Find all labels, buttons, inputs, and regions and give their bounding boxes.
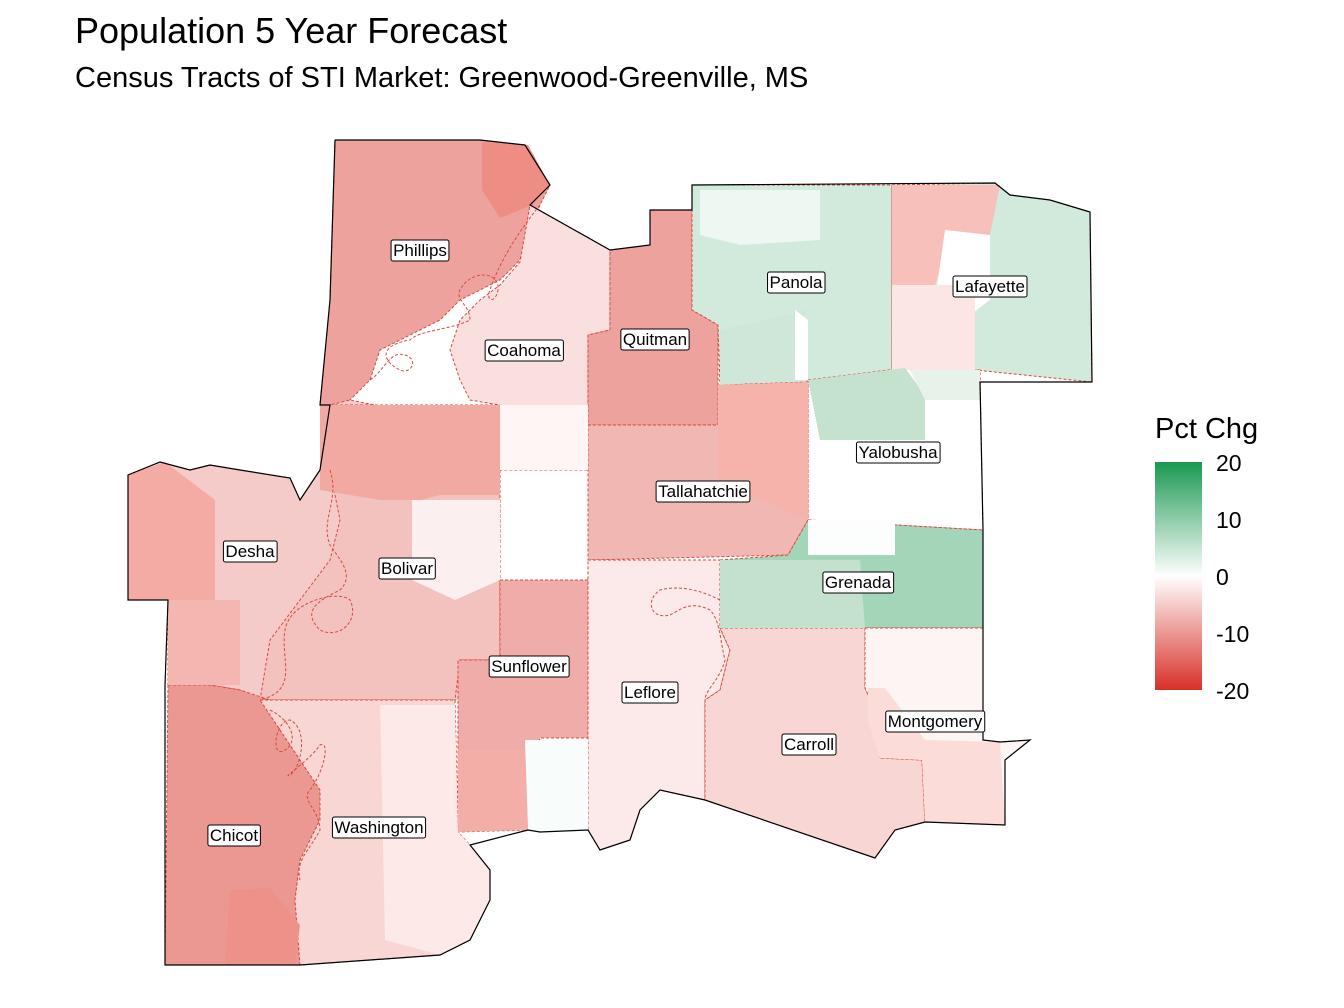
tract-desha-west	[128, 462, 215, 600]
region-coahoma	[449, 204, 611, 471]
county-label-text: Panola	[770, 273, 823, 292]
county-label-washington: Washington	[331, 816, 427, 839]
tract-lafayette-south	[892, 285, 975, 370]
county-label-text: Quitman	[623, 330, 687, 349]
tract-yalobusha-northeast	[910, 370, 980, 400]
county-label-text: Desha	[225, 542, 275, 561]
tract-grenada-center	[808, 520, 895, 555]
county-label-text: Phillips	[393, 241, 447, 260]
county-label-text: Tallahatchie	[658, 482, 748, 501]
river-meander-chicot	[269, 709, 326, 881]
tract-sunflower-south	[458, 750, 528, 832]
tract-sunflower-east	[525, 740, 588, 830]
county-label-text: Yalobusha	[858, 443, 938, 462]
map-title: Population 5 Year Forecast	[75, 10, 508, 51]
tract-coahoma-south	[500, 405, 588, 470]
county-label-text: Lafayette	[955, 277, 1025, 296]
county-label-text: Sunflower	[491, 657, 567, 676]
tract-yalobusha-north	[808, 368, 925, 440]
county-label-tallahatchie: Tallahatchie	[655, 480, 751, 503]
river-meander-leflore	[650, 587, 726, 701]
county-label-quitman: Quitman	[620, 328, 690, 351]
tract-panola-north	[700, 190, 820, 245]
county-label-carroll: Carroll	[781, 733, 837, 756]
county-label-phillips: Phillips	[390, 239, 450, 262]
county-label-text: Grenada	[825, 573, 892, 592]
county-label-sunflower: Sunflower	[488, 655, 570, 678]
tract-bolivar-north	[320, 405, 500, 500]
tract-desha-southwest	[168, 600, 240, 685]
tract-phillips-north	[482, 142, 550, 218]
county-label-text: Bolivar	[381, 559, 433, 578]
legend-tick-label: 20	[1216, 450, 1242, 476]
outline-north-arkansas	[127, 139, 1093, 966]
county-label-text: Chicot	[210, 826, 258, 845]
river-meanders	[259, 204, 726, 881]
county-labels: Phillips Coahoma Quitman Panola Lafayette Yal…	[207, 239, 1028, 847]
county-label-panola: Panola	[767, 271, 826, 294]
county-label-text: Coahoma	[487, 341, 561, 360]
legend-tick-label: -20	[1216, 678, 1250, 704]
tract-washington-east	[380, 705, 490, 955]
tract-chicot-south	[225, 888, 300, 965]
map-subtitle: Census Tracts of STI Market: Greenwood-G…	[75, 62, 809, 94]
river-meander-bolivar	[259, 469, 354, 701]
county-label-text: Carroll	[784, 735, 834, 754]
county-label-bolivar: Bolivar	[378, 557, 436, 580]
county-label-chicot: Chicot	[207, 824, 261, 847]
county-label-montgomery: Montgomery	[885, 710, 986, 733]
legend-tick-label: 0	[1216, 564, 1229, 590]
legend-color-bar	[1155, 462, 1202, 690]
county-label-leflore: Leflore	[621, 681, 679, 704]
county-label-text: Montgomery	[888, 712, 983, 731]
legend-tick-label: 10	[1216, 507, 1242, 533]
legend-title: Pct Chg	[1155, 413, 1259, 445]
county-label-text: Washington	[334, 818, 423, 837]
county-label-coahoma: Coahoma	[484, 339, 564, 362]
county-label-text: Leflore	[624, 683, 676, 702]
tract-panola-southwest	[720, 310, 808, 385]
tract-grenada-west	[720, 560, 865, 628]
county-label-grenada: Grenada	[822, 571, 895, 594]
county-label-yalobusha: Yalobusha	[855, 441, 941, 464]
county-label-desha: Desha	[222, 540, 278, 563]
tract-bolivar-east	[412, 500, 500, 600]
county-label-lafayette: Lafayette	[952, 275, 1028, 298]
map-outline	[127, 139, 1093, 966]
tract-panola-center	[795, 310, 808, 380]
legend-tick-label: -10	[1216, 621, 1250, 647]
